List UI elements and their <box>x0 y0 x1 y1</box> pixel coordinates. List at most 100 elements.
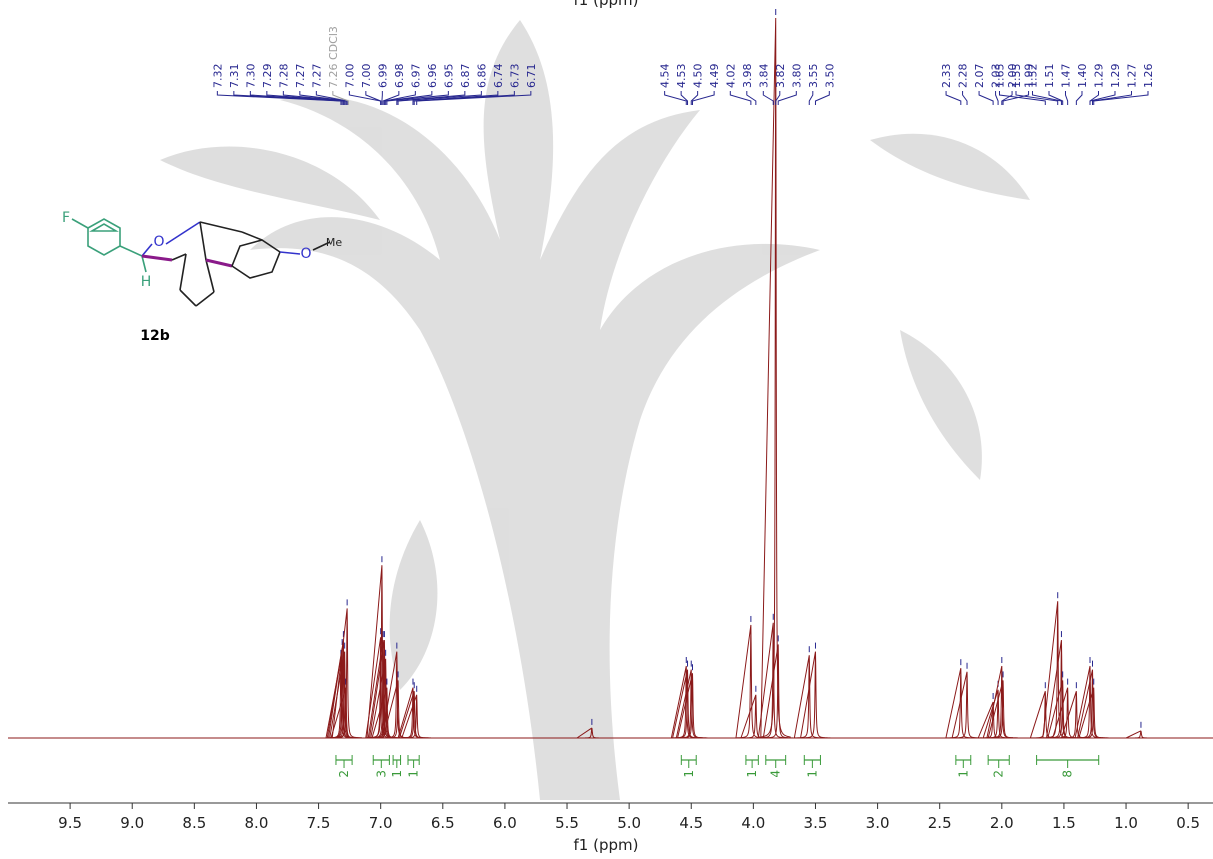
peak-label: 3.82 <box>774 64 787 89</box>
x-tick-label: 7.0 <box>369 814 393 832</box>
peak-label: 6.74 <box>492 63 505 88</box>
peak-connector <box>1002 91 1030 105</box>
peak-connector <box>1089 91 1116 105</box>
peak-connector <box>1048 91 1064 105</box>
peak <box>371 687 402 739</box>
peak-connector <box>978 91 994 105</box>
peak-label: 7.00 <box>360 64 373 89</box>
peak-connector <box>746 91 757 105</box>
peak-connector <box>945 91 962 105</box>
peak <box>1125 730 1156 739</box>
x-tick-label: 8.5 <box>182 814 206 832</box>
peak-label: 6.95 <box>442 64 455 89</box>
x-tick-label: 4.0 <box>741 814 765 832</box>
peak-label: 3.55 <box>807 64 820 89</box>
peak-label: 4.53 <box>675 64 688 89</box>
peak <box>331 608 363 739</box>
peak-label: 6.97 <box>409 64 422 89</box>
peak <box>799 651 831 739</box>
x-axis-label: f1 (ppm) <box>574 836 639 854</box>
peak-label: 1.99 <box>1023 64 1036 89</box>
peak-connector <box>1075 91 1083 105</box>
peak-connector <box>249 91 344 105</box>
x-tick-label: 1.0 <box>1114 814 1138 832</box>
peak-label: 4.49 <box>708 64 721 89</box>
peak-connector <box>762 91 774 105</box>
peak-connector <box>962 91 968 105</box>
peak-connector <box>282 91 347 105</box>
peak-connector <box>396 91 466 105</box>
peak-label: 1.55 <box>1010 64 1023 88</box>
peak-connector <box>680 91 689 105</box>
peak-label: 6.96 <box>426 64 439 89</box>
integral-value: 1 <box>956 770 970 778</box>
x-tick-label: 1.5 <box>1052 814 1076 832</box>
peak-label: 7.30 <box>244 64 257 88</box>
peak-connector <box>1015 91 1059 105</box>
peak-label: 2.07 <box>973 64 986 89</box>
integral-value: 1 <box>745 770 759 778</box>
peak-label: 1.40 <box>1076 64 1089 89</box>
integral-value: 3 <box>374 770 388 778</box>
atom-label: H <box>141 274 152 290</box>
peak-connector <box>383 91 416 105</box>
x-tick-label: 4.5 <box>679 814 703 832</box>
compound-label: 12b <box>140 328 170 344</box>
peak-label: 1.52 <box>1026 64 1039 89</box>
peak <box>987 680 1018 739</box>
peak <box>762 644 794 739</box>
x-tick-label: 2.0 <box>990 814 1014 832</box>
peak-connector <box>1031 91 1062 105</box>
integral-value: 1 <box>407 770 421 778</box>
x-tick-label: 9.5 <box>58 814 82 832</box>
peak-label: 1.47 <box>1059 64 1072 89</box>
peak <box>951 671 982 739</box>
integral-value: 1 <box>805 770 819 778</box>
peak-connector <box>729 91 752 105</box>
atom-label: O <box>153 234 164 250</box>
peak-connector <box>691 91 715 105</box>
peak-connector <box>775 91 781 105</box>
peak-connector <box>995 91 999 105</box>
peak-connector <box>1001 91 1013 105</box>
x-tick-label: 9.0 <box>120 814 144 832</box>
atom-label: O <box>300 246 311 262</box>
peak-label: 1.26 <box>1142 64 1155 89</box>
peak-connector <box>315 91 348 105</box>
peak-label: 4.02 <box>724 64 737 89</box>
x-tick-label: 5.5 <box>555 814 579 832</box>
peak-connector <box>382 91 400 105</box>
peak-label: 7.32 <box>211 64 224 89</box>
x-tick-label: 6.0 <box>493 814 517 832</box>
peak-label: 1.65 <box>993 64 1006 88</box>
molecule <box>71 218 331 307</box>
peak-connector <box>808 91 814 105</box>
peak <box>793 655 825 739</box>
peak-label: 7.29 <box>261 64 274 89</box>
peak <box>575 727 607 739</box>
peak-connector <box>397 91 482 105</box>
peak-connector <box>266 91 346 105</box>
peak-connector <box>1064 91 1069 105</box>
peak-connector <box>998 91 1046 105</box>
peak-connector <box>1089 91 1099 105</box>
peak-connector <box>690 91 699 105</box>
x-tick-label: 3.0 <box>866 814 890 832</box>
peak-label: 6.73 <box>508 64 521 89</box>
atom-label: Me <box>326 236 342 249</box>
peak-label: 6.99 <box>376 64 389 89</box>
peak-label: 3.84 <box>757 64 770 89</box>
peak-label: 2.03 <box>990 64 1003 89</box>
x-tick-label: 5.0 <box>617 814 641 832</box>
peak <box>1078 687 1109 739</box>
peak-label: 1.51 <box>1043 64 1056 89</box>
peak-label: 7.26 CDCl3 <box>327 26 340 88</box>
atom-label: F <box>62 210 70 226</box>
x-tick-label: 7.5 <box>307 814 331 832</box>
peak <box>982 689 1013 739</box>
integral-value: 1 <box>390 770 404 778</box>
peak-connector <box>412 91 499 105</box>
integral-value: 2 <box>337 770 351 778</box>
peak-label: 6.86 <box>475 64 488 89</box>
